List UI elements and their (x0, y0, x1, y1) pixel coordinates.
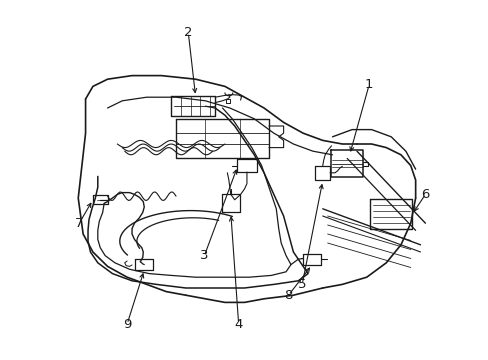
Text: 3: 3 (200, 249, 208, 262)
Text: 1: 1 (364, 78, 373, 91)
Text: 4: 4 (234, 318, 243, 330)
Text: 8: 8 (284, 289, 292, 302)
Text: 2: 2 (183, 26, 192, 39)
Text: 6: 6 (420, 188, 429, 201)
Text: 9: 9 (122, 318, 131, 330)
Text: 7: 7 (75, 217, 83, 230)
Text: 5: 5 (297, 278, 306, 291)
